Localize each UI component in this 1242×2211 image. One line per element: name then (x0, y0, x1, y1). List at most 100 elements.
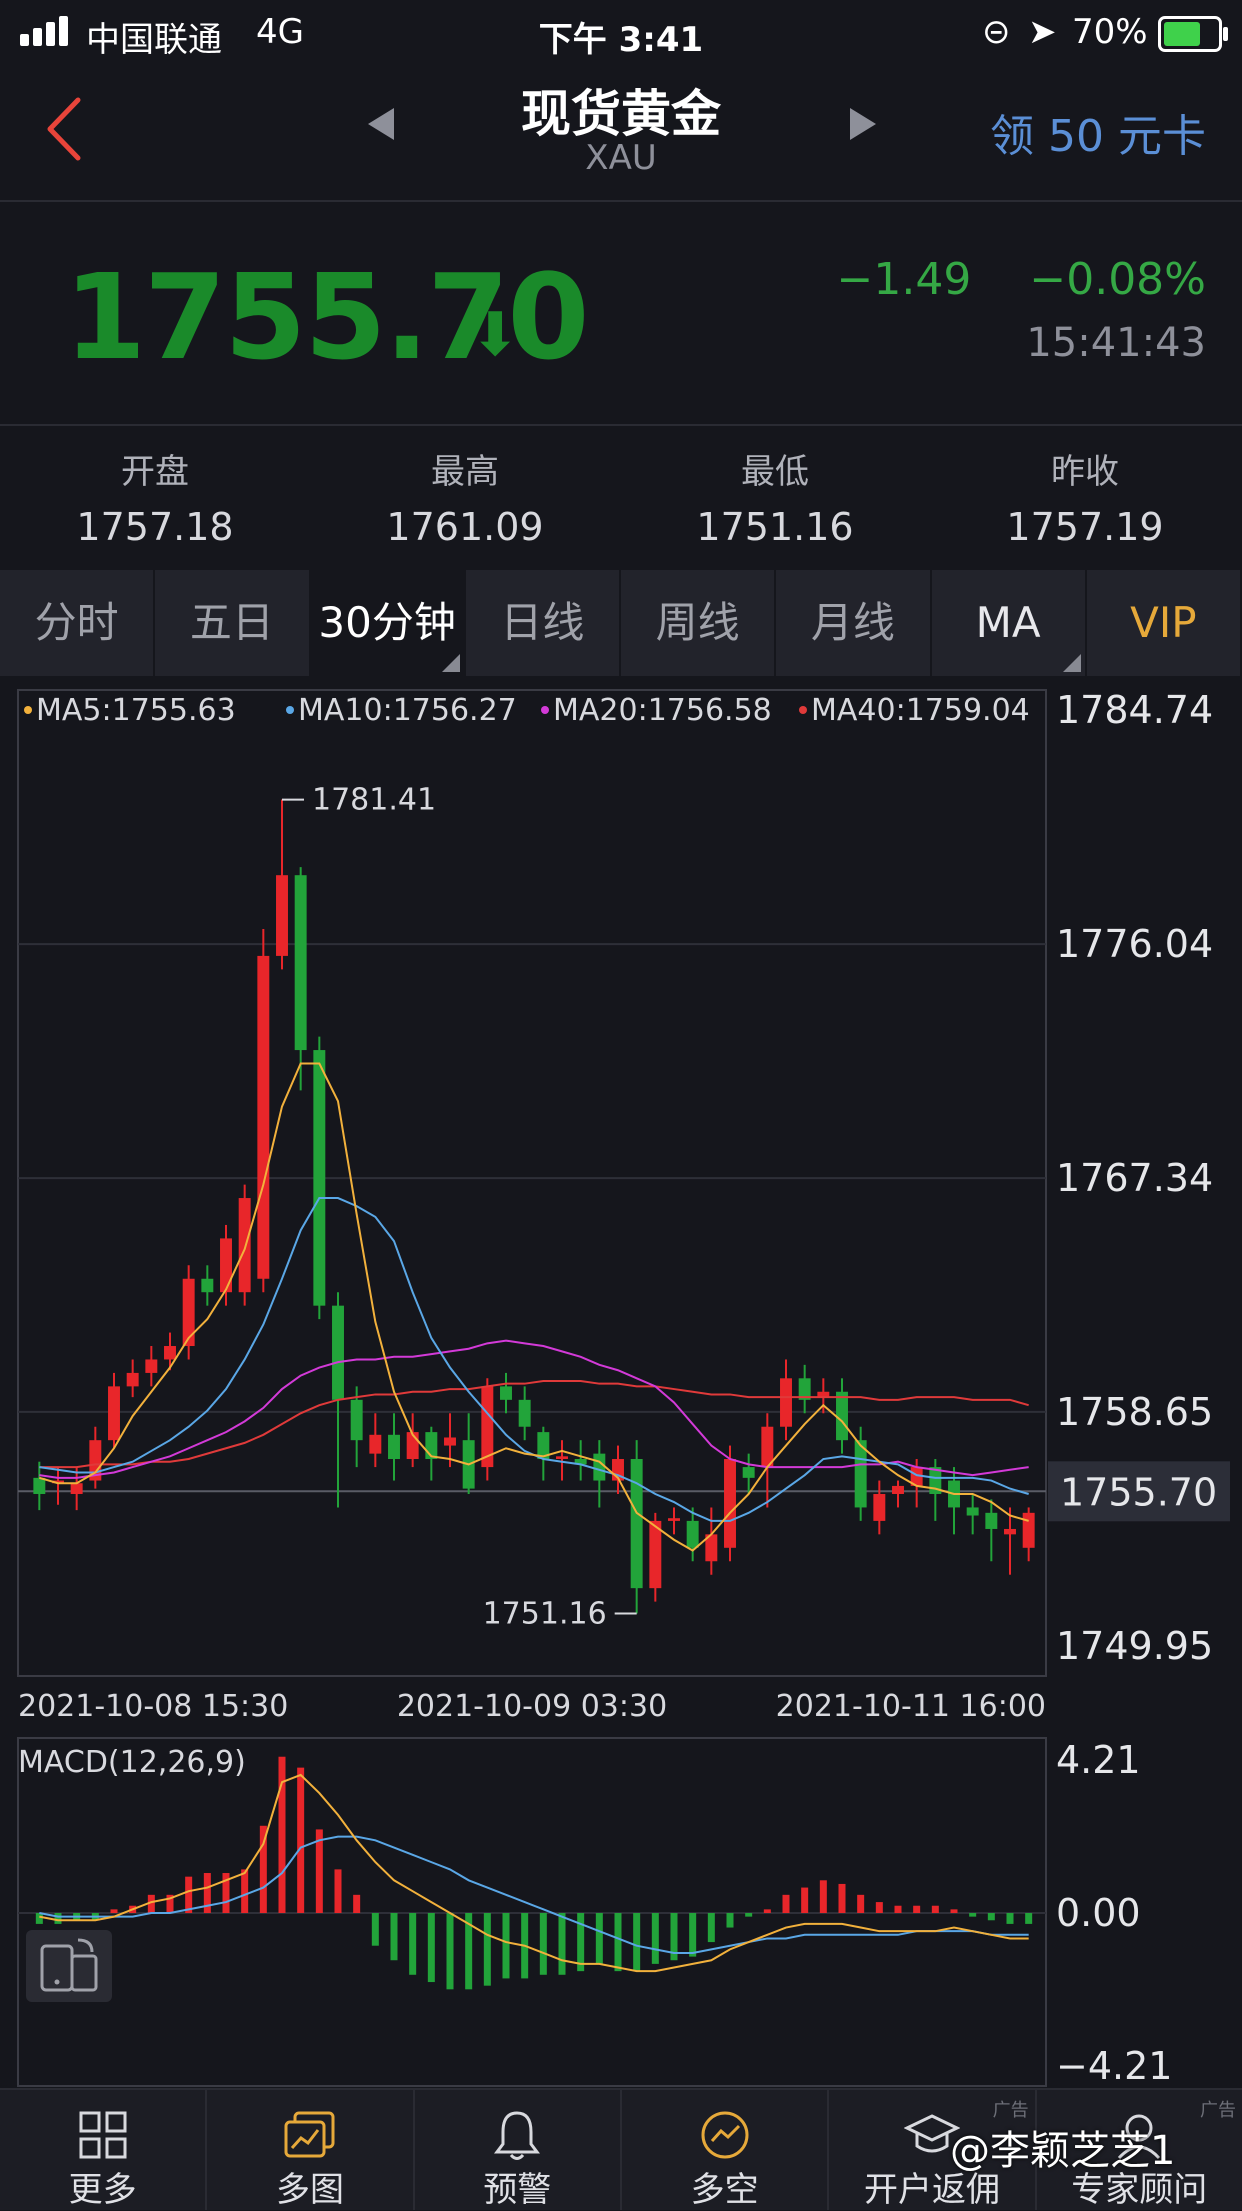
candle (164, 1346, 176, 1360)
current-price-label: 1755.70 (1060, 1470, 1217, 1514)
tab-intraday[interactable]: 分时 (0, 570, 156, 676)
macd-bar (259, 1825, 267, 1913)
candle (276, 875, 288, 956)
bell-icon (494, 2111, 541, 2160)
ma40-line (39, 1379, 1029, 1469)
candle (70, 1483, 83, 1494)
stat-label: 最低 (741, 452, 809, 492)
candle (593, 1453, 606, 1481)
macd-tick-label: 4.21 (1056, 1738, 1141, 1782)
fullscreen-button[interactable] (26, 1930, 112, 2002)
macd-bar (726, 1913, 734, 1928)
prev-symbol-icon[interactable] (368, 108, 394, 140)
legend-dot (541, 706, 549, 714)
clock: 下午 3:41 (538, 20, 704, 60)
divider (0, 200, 1242, 202)
promo-link[interactable]: 领 50 元卡 (990, 111, 1206, 162)
macd-bar (838, 1883, 846, 1913)
candle (836, 1391, 848, 1441)
macd-bar (689, 1913, 697, 1957)
macd-bar (427, 1913, 435, 1983)
macd-bar (763, 1909, 771, 1913)
bottom-nav: 更多 多图 预警 多空 广告 开户返佣 广告 专家顾问 (0, 2088, 1242, 2210)
candle (518, 1399, 531, 1427)
battery-icon (1158, 16, 1228, 52)
candle (425, 1432, 438, 1460)
nav-advisor[interactable]: 广告 专家顾问 (1037, 2090, 1242, 2210)
candle (574, 1459, 587, 1465)
tab-five-day[interactable]: 五日 (155, 570, 311, 676)
next-symbol-icon[interactable] (850, 108, 876, 140)
tab-daily[interactable]: 日线 (466, 570, 621, 676)
candlestick-chart[interactable]: 1784.74 1776.04 1767.34 1758.65 1749.95 1755.… (0, 676, 1242, 2088)
macd-bar (371, 1913, 379, 1946)
macd-bar (614, 1913, 622, 1972)
candle (294, 875, 307, 1051)
nav-open-account[interactable]: 广告 开户返佣 (829, 2090, 1037, 2210)
tab-label: 30分钟 (318, 598, 456, 647)
macd-tick-label: −4.21 (1056, 2044, 1172, 2088)
candle (724, 1459, 736, 1548)
macd-bar (54, 1913, 62, 1924)
location-icon: ➤ (1028, 12, 1057, 52)
candle (630, 1459, 643, 1589)
low-label: 1751.16 (483, 1596, 607, 1631)
candle (910, 1467, 923, 1486)
y-tick-label: 1767.34 (1056, 1156, 1213, 1200)
candle (742, 1467, 755, 1478)
candle (966, 1507, 979, 1516)
candle (668, 1518, 680, 1521)
macd-bar (987, 1913, 995, 1921)
macd-bar (931, 1905, 939, 1913)
change-percent: −0.08% (1029, 254, 1206, 305)
back-icon[interactable] (38, 94, 98, 164)
nav-alert[interactable]: 预警 (415, 2090, 622, 2210)
tab-30min[interactable]: 30分钟 (310, 570, 466, 676)
graduation-cap-icon (903, 2114, 960, 2153)
y-tick-label: 1776.04 (1056, 922, 1213, 966)
macd-bar (390, 1913, 398, 1961)
tab-monthly[interactable]: 月线 (776, 570, 932, 676)
nav-more[interactable]: 更多 (0, 2090, 208, 2210)
macd-tick-label: 0.00 (1056, 1891, 1141, 1935)
stat-value: 1757.18 (76, 505, 234, 549)
legend-entry: MA20:1756.58 (553, 693, 772, 728)
nav-label: 专家顾问 (1071, 2170, 1208, 2210)
nav-bull-bear[interactable]: 多空 (622, 2090, 830, 2210)
macd-bar (801, 1887, 809, 1913)
macd-bar (782, 1894, 790, 1913)
macd-bar (857, 1894, 865, 1913)
tab-label: MA (975, 598, 1041, 647)
tab-ma[interactable]: MA (932, 570, 1087, 676)
candle (929, 1467, 942, 1494)
macd-bar (465, 1913, 473, 1990)
tab-vip[interactable]: VIP (1087, 570, 1242, 676)
candle (1004, 1528, 1016, 1535)
stat-label: 最高 (431, 452, 499, 492)
candle (182, 1278, 195, 1347)
macd-bar (577, 1913, 585, 1972)
candle (537, 1432, 550, 1460)
current-price-tag (1048, 1461, 1230, 1522)
nav-multi-chart[interactable]: 多图 (207, 2090, 415, 2210)
legend-dot (799, 706, 807, 714)
current-price: 1755.70 (64, 248, 589, 386)
candle (201, 1278, 214, 1293)
macd-bar (446, 1913, 454, 1990)
tab-weekly[interactable]: 周线 (621, 570, 777, 676)
macd-bar (819, 1880, 827, 1913)
macd-bar (633, 1913, 641, 1972)
macd-bar (894, 1905, 902, 1913)
legend-dot (24, 706, 32, 714)
quote-time: 15:41:43 (1026, 320, 1206, 366)
candle (313, 1050, 326, 1306)
macd-bar (595, 1913, 603, 1964)
candle (761, 1426, 774, 1468)
candle (257, 955, 270, 1279)
candle (854, 1440, 867, 1508)
candle (798, 1378, 811, 1400)
nav-label: 多空 (690, 2170, 759, 2210)
macd-bar (745, 1913, 753, 1917)
candle (612, 1459, 624, 1481)
stat-prev-close: 昨收 1757.19 (930, 444, 1240, 549)
